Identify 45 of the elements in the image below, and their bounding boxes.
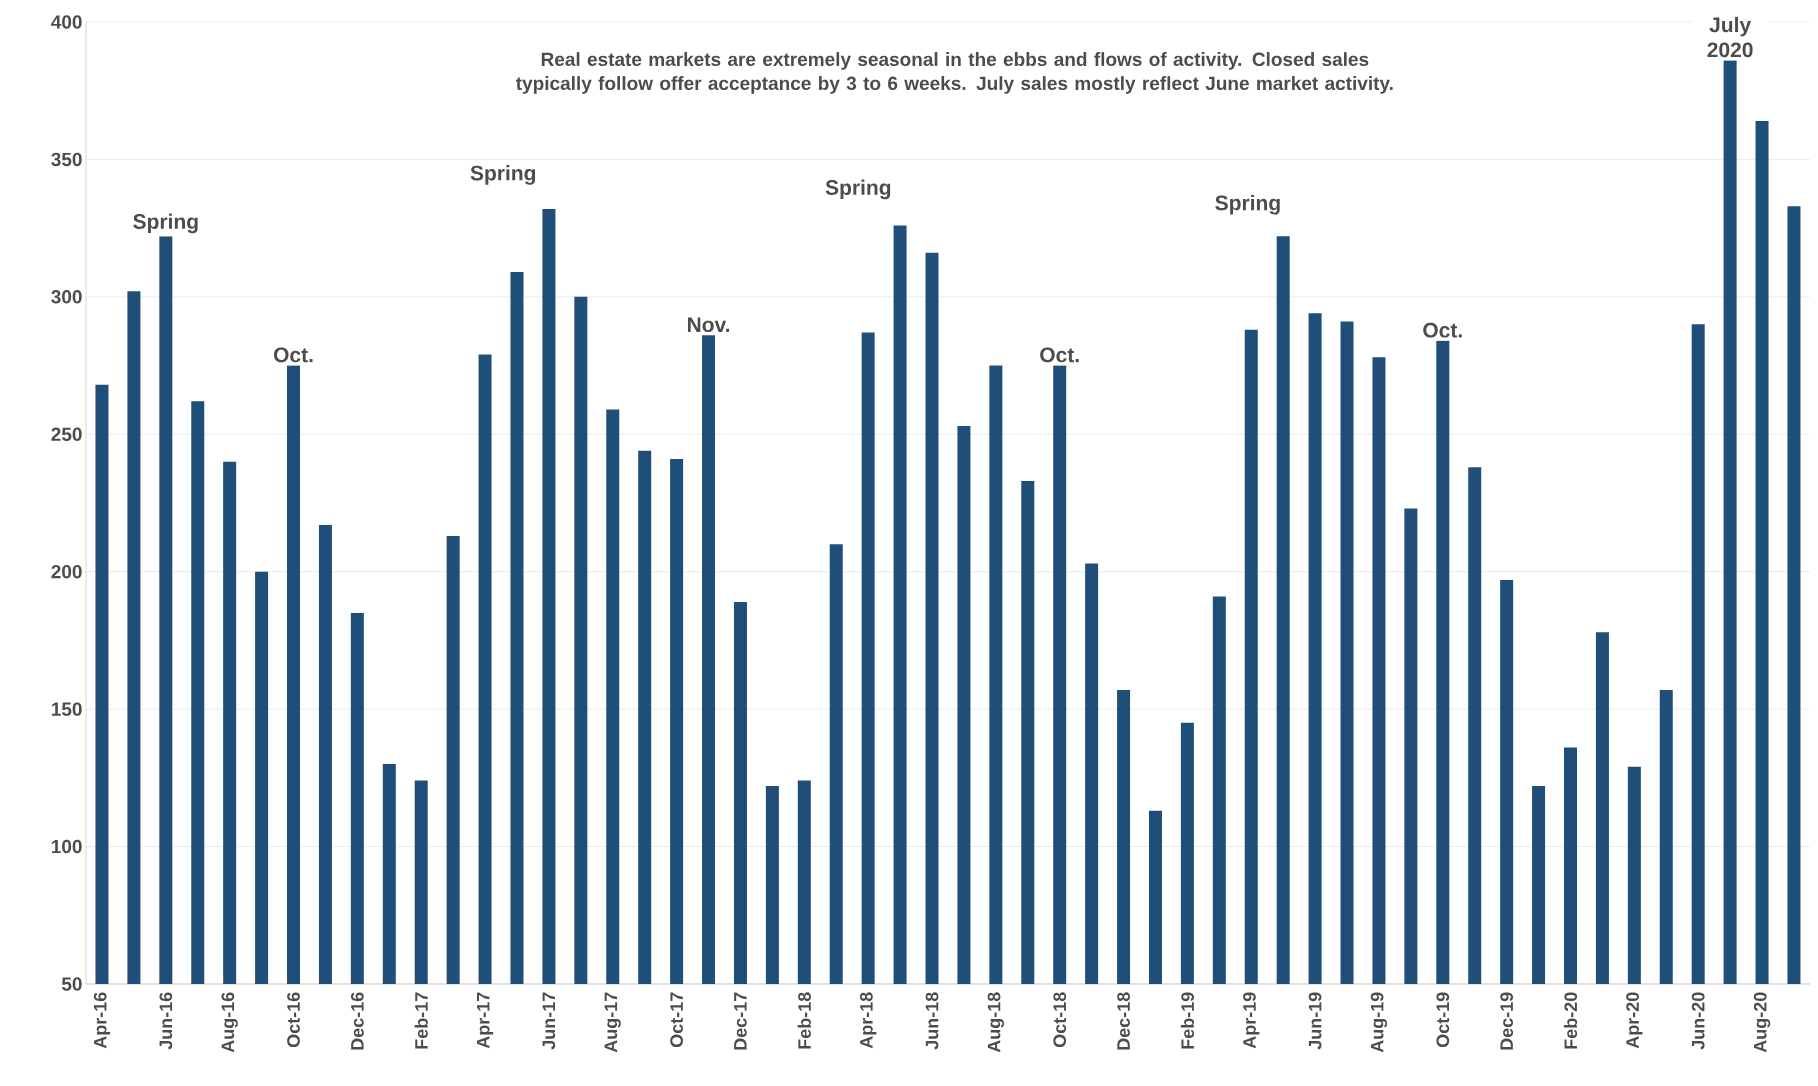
annotation: Real estate markets are extremely seasonal in the ebbs and flows of activity. Closed sales typically follow offer acceptance by 3 to 6 weeks. July sales mostly reflect June market activity. bbox=[515, 52, 1393, 94]
x-tick-label: Apr-18 bbox=[860, 992, 877, 1049]
y-tick-label: 300 bbox=[51, 290, 82, 304]
y-tick-label: 100 bbox=[51, 839, 82, 854]
annotation: Spring bbox=[133, 213, 198, 234]
x-tick-label: Aug-20 bbox=[1753, 992, 1771, 1053]
x-tick-label: Jun-16 bbox=[159, 992, 173, 1050]
x-tick-label: Aug-18 bbox=[987, 992, 1005, 1053]
annotation: Nov. bbox=[687, 317, 730, 333]
annotation: Spring bbox=[1215, 194, 1280, 215]
x-tick-label: Dec-19 bbox=[1500, 992, 1514, 1050]
annotation: Spring bbox=[470, 165, 536, 185]
y-tick-label: 350 bbox=[51, 152, 82, 167]
x-tick-label: Feb-17 bbox=[414, 992, 428, 1049]
x-tick-label: Apr-16 bbox=[93, 992, 111, 1049]
x-tick-label: Jun-20 bbox=[1691, 992, 1705, 1050]
x-tick-label: Aug-19 bbox=[1370, 992, 1388, 1053]
x-tick-label: Jun-17 bbox=[542, 992, 556, 1050]
annotation: Oct. bbox=[273, 347, 313, 363]
y-tick-label: 200 bbox=[51, 564, 82, 579]
x-tick-label: Aug-17 bbox=[604, 992, 621, 1053]
y-tick-label: 50 bbox=[61, 977, 82, 991]
y-tick-label: 150 bbox=[51, 702, 82, 716]
x-tick-label: Aug-16 bbox=[221, 992, 238, 1053]
x-tick-label: Dec-16 bbox=[350, 992, 364, 1050]
y-tick-label: 250 bbox=[51, 427, 82, 441]
x-tick-label: Oct-16 bbox=[287, 992, 300, 1048]
x-tick-label: Oct-17 bbox=[670, 992, 683, 1048]
x-tick-label: Feb-18 bbox=[797, 992, 811, 1049]
x-tick-label: Jun-19 bbox=[1308, 992, 1322, 1050]
x-tick-label: Apr-20 bbox=[1626, 992, 1643, 1049]
annotation: July 2020 bbox=[1707, 16, 1753, 58]
annotation: Oct. bbox=[1423, 322, 1462, 338]
x-tick-label: Dec-17 bbox=[734, 992, 747, 1050]
x-tick-label: Apr-19 bbox=[1243, 992, 1260, 1049]
y-tick-label: 400 bbox=[51, 15, 82, 29]
annotation: Oct. bbox=[1040, 347, 1079, 363]
x-tick-label: Feb-20 bbox=[1563, 992, 1578, 1049]
x-tick-label: Oct-18 bbox=[1053, 992, 1067, 1048]
x-tick-label: Oct-19 bbox=[1436, 992, 1450, 1048]
x-tick-label: Feb-19 bbox=[1180, 992, 1195, 1049]
annotation: Spring bbox=[825, 179, 891, 200]
x-tick-label: Jun-18 bbox=[925, 992, 939, 1050]
x-tick-label: Apr-17 bbox=[477, 992, 494, 1049]
x-tick-label: Dec-18 bbox=[1117, 992, 1130, 1050]
